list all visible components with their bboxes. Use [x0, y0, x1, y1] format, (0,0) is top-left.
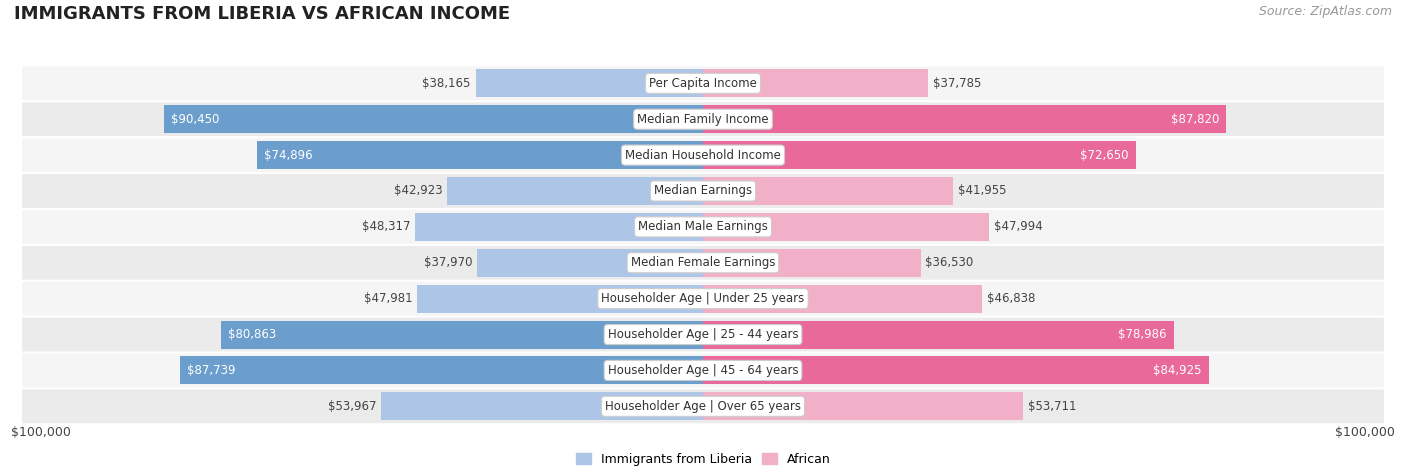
FancyBboxPatch shape — [21, 66, 1385, 101]
Text: $80,863: $80,863 — [228, 328, 277, 341]
Text: $78,986: $78,986 — [1118, 328, 1167, 341]
FancyBboxPatch shape — [21, 317, 1385, 352]
Bar — [447, 177, 703, 205]
FancyBboxPatch shape — [21, 137, 1385, 173]
Text: $100,000: $100,000 — [11, 426, 70, 439]
Text: Householder Age | 45 - 64 years: Householder Age | 45 - 64 years — [607, 364, 799, 377]
Text: $37,785: $37,785 — [932, 77, 981, 90]
Text: $87,739: $87,739 — [187, 364, 236, 377]
Text: $100,000: $100,000 — [1336, 426, 1395, 439]
Text: $72,650: $72,650 — [1080, 149, 1129, 162]
Text: $36,530: $36,530 — [925, 256, 973, 269]
Text: Median Female Earnings: Median Female Earnings — [631, 256, 775, 269]
Bar — [418, 285, 703, 312]
Legend: Immigrants from Liberia, African: Immigrants from Liberia, African — [571, 448, 835, 467]
Bar — [180, 356, 703, 384]
Bar — [257, 141, 703, 169]
Text: $87,820: $87,820 — [1171, 113, 1219, 126]
Text: Median Family Income: Median Family Income — [637, 113, 769, 126]
FancyBboxPatch shape — [21, 102, 1385, 137]
Text: Median Earnings: Median Earnings — [654, 184, 752, 198]
Bar — [415, 213, 703, 241]
Bar — [703, 213, 988, 241]
Text: $53,967: $53,967 — [328, 400, 377, 413]
Text: $41,955: $41,955 — [957, 184, 1007, 198]
Text: $46,838: $46,838 — [987, 292, 1035, 305]
Text: Householder Age | Over 65 years: Householder Age | Over 65 years — [605, 400, 801, 413]
Text: $53,711: $53,711 — [1028, 400, 1076, 413]
Text: IMMIGRANTS FROM LIBERIA VS AFRICAN INCOME: IMMIGRANTS FROM LIBERIA VS AFRICAN INCOM… — [14, 5, 510, 23]
Bar — [475, 69, 703, 97]
Text: $74,896: $74,896 — [264, 149, 312, 162]
FancyBboxPatch shape — [21, 353, 1385, 388]
Bar — [381, 392, 703, 420]
Text: $84,925: $84,925 — [1153, 364, 1202, 377]
Text: $90,450: $90,450 — [172, 113, 219, 126]
Bar — [703, 69, 928, 97]
Text: $47,981: $47,981 — [364, 292, 412, 305]
Bar — [703, 141, 1136, 169]
FancyBboxPatch shape — [21, 389, 1385, 424]
Bar — [703, 320, 1174, 348]
FancyBboxPatch shape — [21, 173, 1385, 209]
Bar — [477, 249, 703, 277]
Bar — [703, 105, 1226, 133]
Bar — [703, 356, 1209, 384]
Bar — [221, 320, 703, 348]
FancyBboxPatch shape — [21, 209, 1385, 244]
Bar — [703, 392, 1024, 420]
FancyBboxPatch shape — [21, 245, 1385, 280]
Bar — [703, 249, 921, 277]
Text: $37,970: $37,970 — [423, 256, 472, 269]
Bar — [165, 105, 703, 133]
Text: Householder Age | Under 25 years: Householder Age | Under 25 years — [602, 292, 804, 305]
Text: $42,923: $42,923 — [394, 184, 443, 198]
Text: Source: ZipAtlas.com: Source: ZipAtlas.com — [1258, 5, 1392, 18]
Text: $38,165: $38,165 — [422, 77, 471, 90]
FancyBboxPatch shape — [21, 281, 1385, 316]
Bar — [703, 177, 953, 205]
Bar — [703, 285, 981, 312]
Text: Per Capita Income: Per Capita Income — [650, 77, 756, 90]
Text: Householder Age | 25 - 44 years: Householder Age | 25 - 44 years — [607, 328, 799, 341]
Text: Median Male Earnings: Median Male Earnings — [638, 220, 768, 234]
Text: $48,317: $48,317 — [361, 220, 411, 234]
Text: Median Household Income: Median Household Income — [626, 149, 780, 162]
Text: $47,994: $47,994 — [994, 220, 1042, 234]
